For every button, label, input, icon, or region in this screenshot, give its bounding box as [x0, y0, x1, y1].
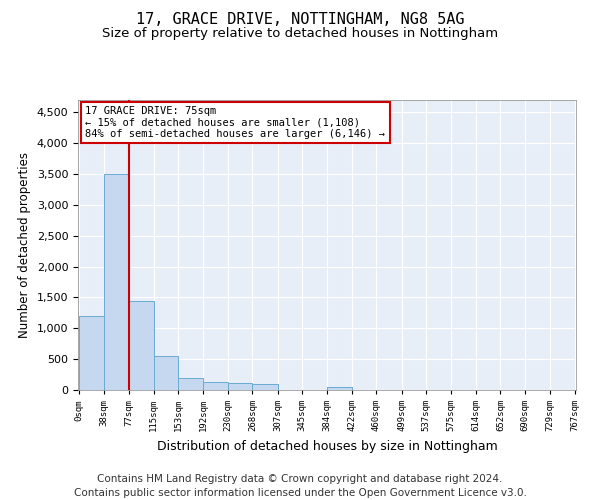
Text: Size of property relative to detached houses in Nottingham: Size of property relative to detached ho…: [102, 28, 498, 40]
Bar: [203, 382, 228, 390]
X-axis label: Distribution of detached houses by size in Nottingham: Distribution of detached houses by size …: [157, 440, 497, 452]
Bar: [178, 378, 203, 390]
Bar: [253, 384, 278, 390]
Text: Contains HM Land Registry data © Crown copyright and database right 2024.
Contai: Contains HM Land Registry data © Crown c…: [74, 474, 526, 498]
Y-axis label: Number of detached properties: Number of detached properties: [18, 152, 31, 338]
Bar: [129, 300, 154, 390]
Bar: [328, 387, 352, 390]
Bar: [104, 174, 129, 390]
Bar: [154, 356, 178, 390]
Bar: [79, 316, 104, 390]
Text: 17, GRACE DRIVE, NOTTINGHAM, NG8 5AG: 17, GRACE DRIVE, NOTTINGHAM, NG8 5AG: [136, 12, 464, 28]
Text: 17 GRACE DRIVE: 75sqm
← 15% of detached houses are smaller (1,108)
84% of semi-d: 17 GRACE DRIVE: 75sqm ← 15% of detached …: [85, 106, 385, 139]
Bar: [228, 383, 253, 390]
